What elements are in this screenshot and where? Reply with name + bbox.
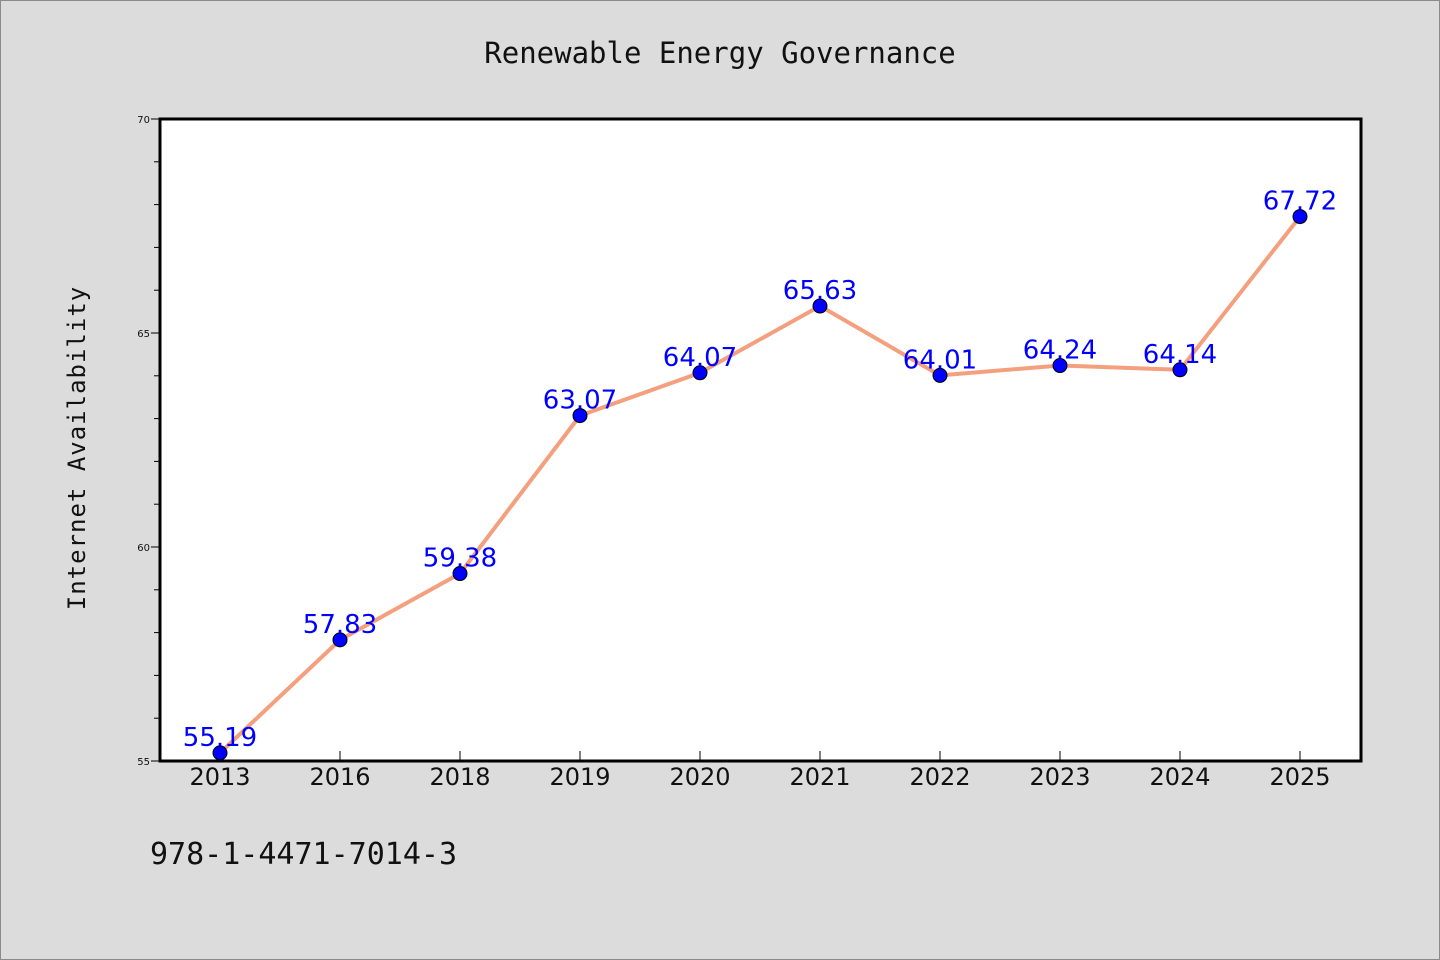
data-label: 64.24 bbox=[1023, 336, 1097, 366]
x-tick-label: 2020 bbox=[669, 763, 730, 791]
x-tick-label: 2023 bbox=[1029, 763, 1090, 791]
data-point bbox=[1052, 358, 1068, 374]
data-label: 67.72 bbox=[1263, 187, 1337, 217]
data-point bbox=[452, 566, 468, 582]
data-label: 57.83 bbox=[303, 610, 377, 640]
x-tick-label: 2018 bbox=[429, 763, 490, 791]
data-label: 63.07 bbox=[543, 386, 617, 416]
data-point bbox=[1172, 362, 1188, 378]
series-line-group bbox=[218, 214, 1302, 755]
x-axis: 2013 2016 2018 2019 2020 2021 2022 2023 2024 2025 bbox=[189, 751, 1331, 791]
chart-title: Renewable Energy Governance bbox=[484, 36, 955, 70]
x-tick-label: 2016 bbox=[309, 763, 370, 791]
data-label: 64.14 bbox=[1143, 340, 1217, 370]
y-tick-label: 60 bbox=[137, 543, 150, 554]
data-label: 59.38 bbox=[423, 544, 497, 574]
data-point bbox=[332, 632, 348, 648]
marker-group bbox=[212, 209, 1308, 761]
series-line bbox=[218, 214, 1302, 755]
x-tick-label: 2021 bbox=[789, 763, 850, 791]
y-axis-label: Internet Availability bbox=[63, 286, 91, 610]
data-point bbox=[932, 367, 948, 383]
x-tick-label: 2025 bbox=[1269, 763, 1330, 791]
data-label: 55.19 bbox=[183, 723, 257, 753]
isbn-footnote: 978-1-4471-7014-3 bbox=[150, 837, 457, 872]
data-point bbox=[212, 745, 228, 761]
data-label: 64.07 bbox=[663, 343, 737, 373]
x-tick-label: 2022 bbox=[909, 763, 970, 791]
y-axis: 55 60 65 70 bbox=[137, 115, 160, 768]
y-tick-label: 55 bbox=[137, 757, 150, 768]
data-label: 65.63 bbox=[783, 276, 857, 306]
data-point bbox=[1292, 209, 1308, 225]
data-label-group: 55.19 57.83 59.38 63.07 64.07 65.63 64.01 64.24… bbox=[183, 187, 1337, 753]
x-tick-label: 2013 bbox=[189, 763, 250, 791]
x-tick-label: 2024 bbox=[1149, 763, 1210, 791]
data-label: 64.01 bbox=[903, 345, 977, 375]
data-point bbox=[692, 365, 708, 381]
x-tick-label: 2019 bbox=[549, 763, 610, 791]
y-tick-label: 65 bbox=[137, 329, 150, 340]
plot-area bbox=[158, 117, 1363, 763]
y-tick-label: 70 bbox=[137, 115, 150, 126]
data-point bbox=[572, 408, 588, 424]
data-point bbox=[812, 298, 828, 314]
